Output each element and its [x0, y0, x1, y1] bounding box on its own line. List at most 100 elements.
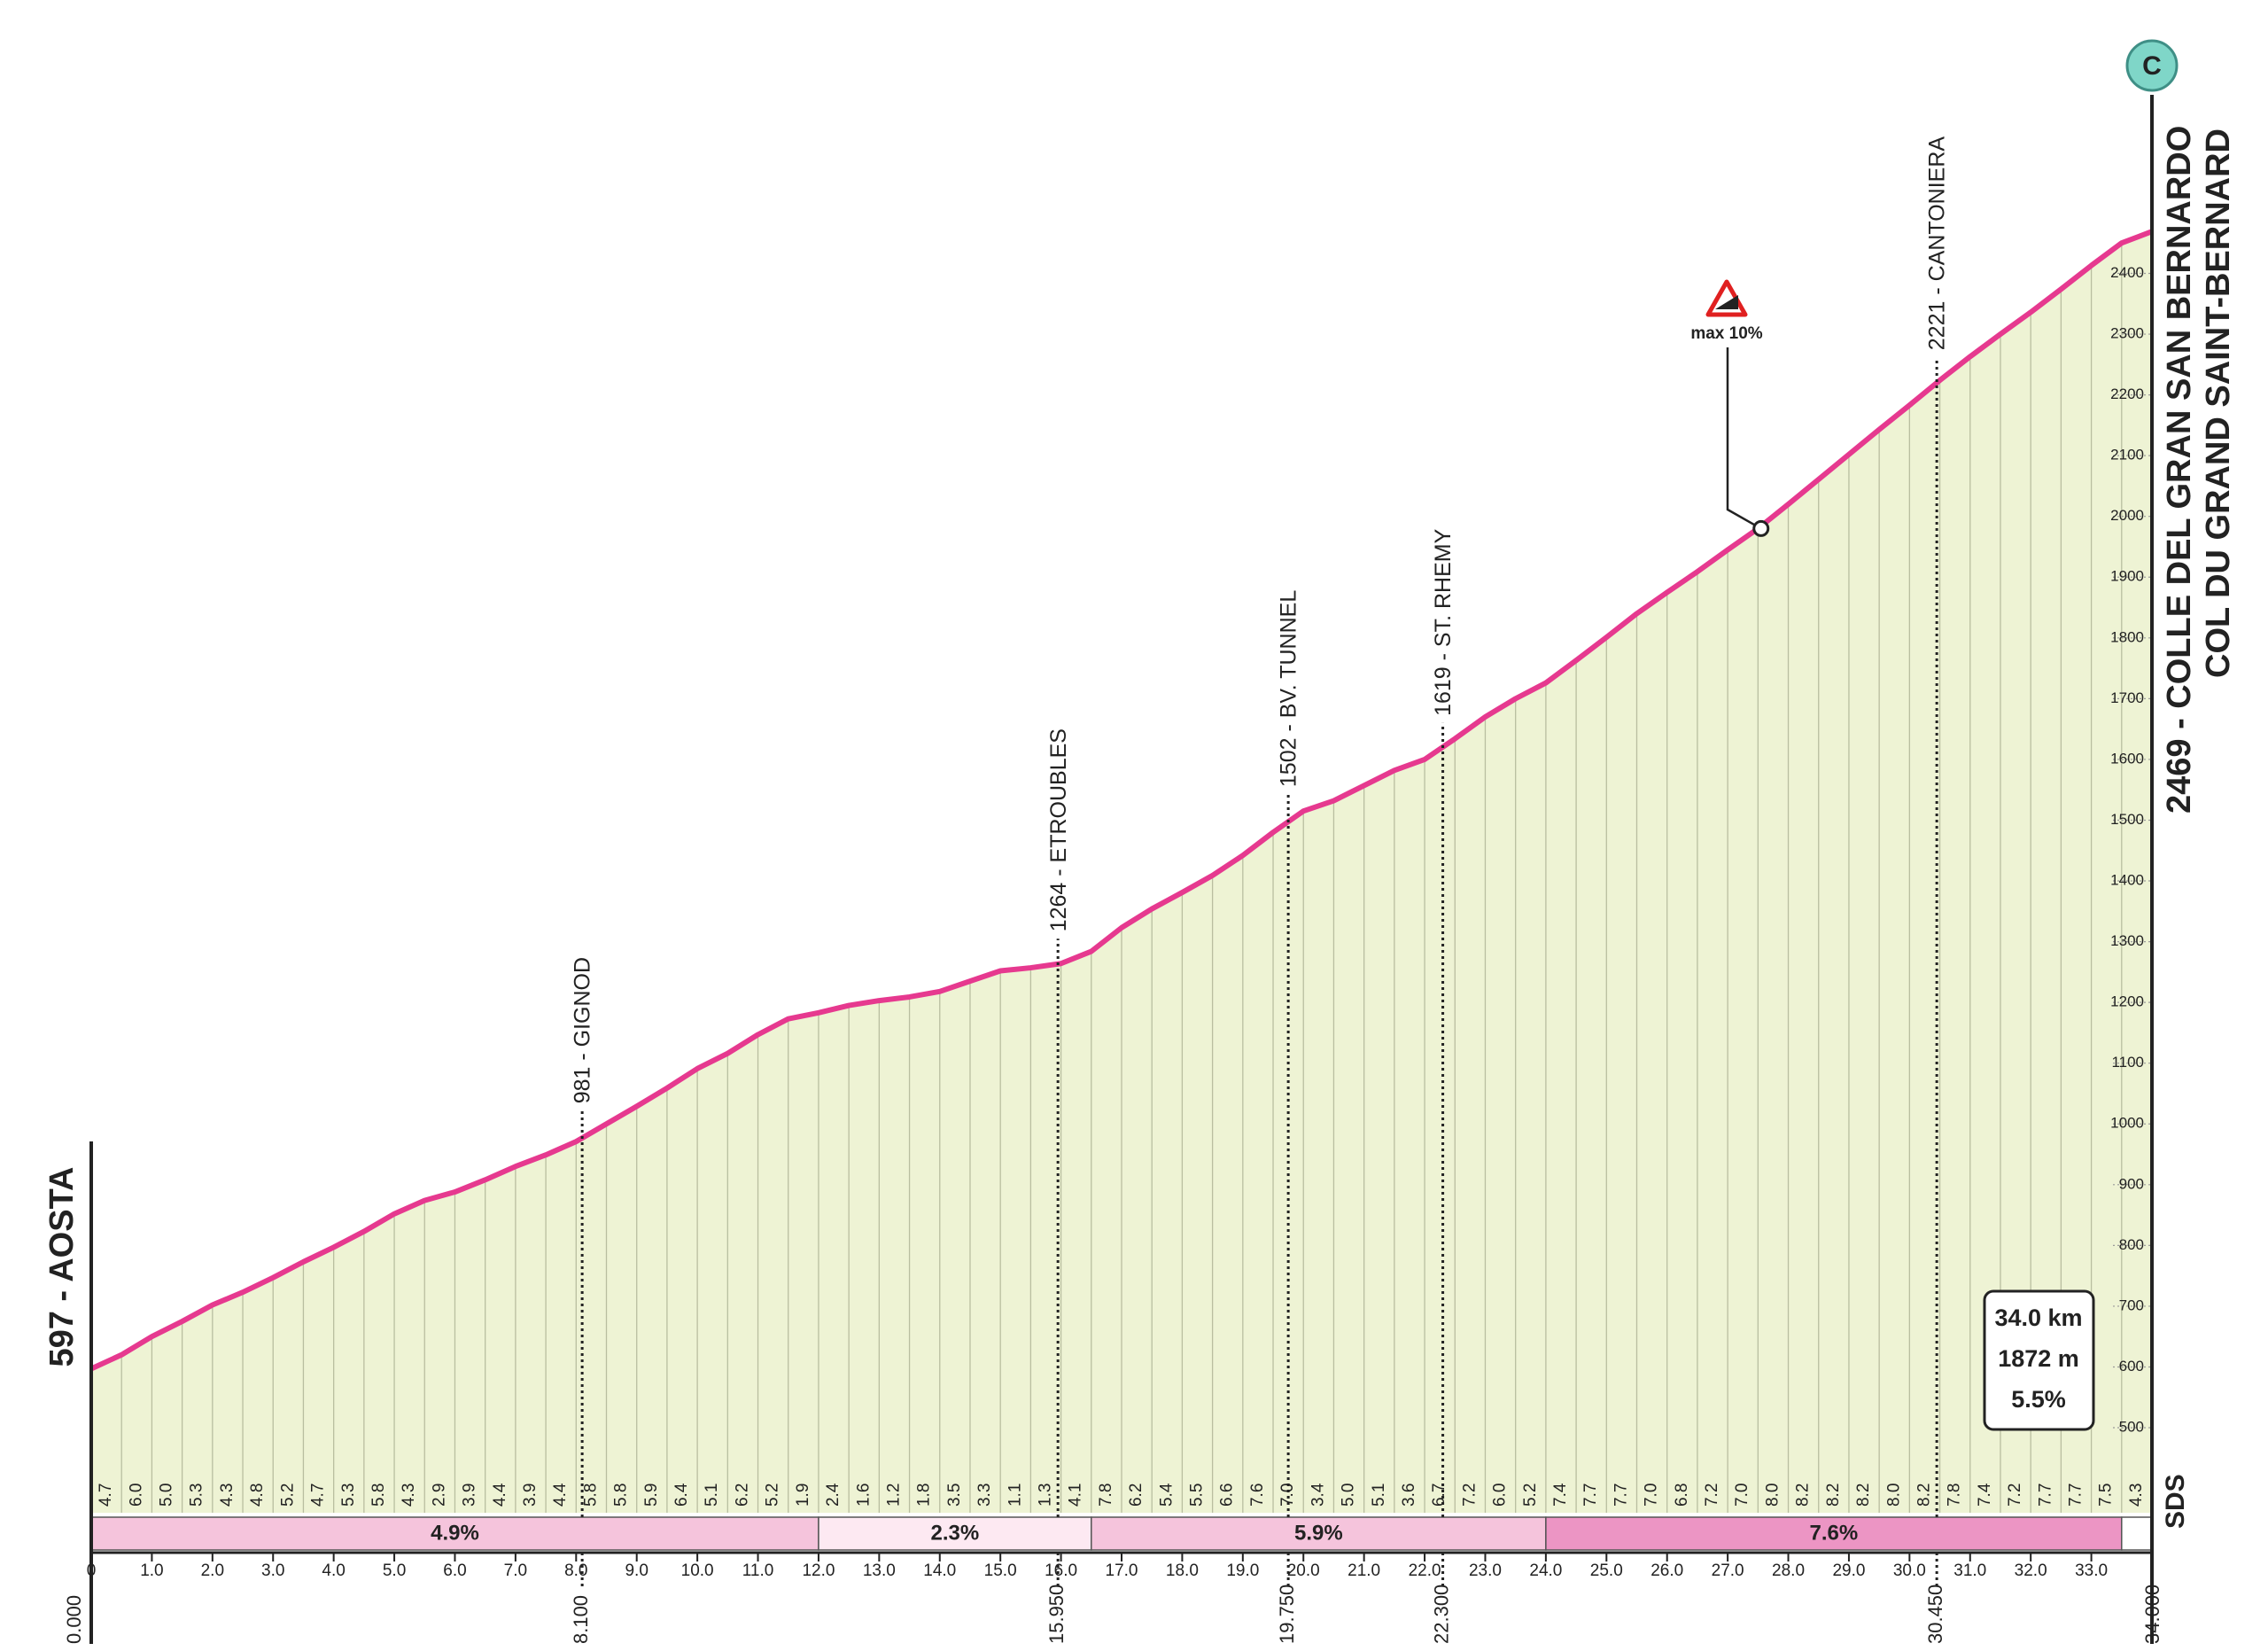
waypoint-km: 15.950: [1045, 1585, 1068, 1644]
y-tick-label: 1000: [2110, 1115, 2144, 1132]
segment-gradient: 6.0: [127, 1484, 145, 1507]
x-tick-label: 32.0: [2015, 1561, 2047, 1580]
x-tick-label: 23.0: [1469, 1561, 1502, 1580]
x-tick-label: 2.0: [201, 1561, 224, 1580]
y-tick-label: 1900: [2110, 568, 2144, 585]
band-label: 7.6%: [1809, 1521, 1858, 1545]
x-tick-label: 11.0: [742, 1561, 774, 1580]
y-tick-label: 700: [2119, 1297, 2144, 1313]
x-tick-label: 9.0: [625, 1561, 648, 1580]
x-tick-label: 0: [87, 1561, 97, 1580]
y-tick-label: 1400: [2110, 872, 2144, 889]
gradient-band: [1545, 1516, 2123, 1551]
segment-gradient: 3.9: [461, 1484, 479, 1507]
segment-gradient: 4.3: [2127, 1484, 2146, 1507]
segment-gradient: 5.8: [612, 1484, 631, 1507]
category-badge: [2125, 39, 2179, 92]
y-tick-label: 1500: [2110, 811, 2144, 828]
x-tick-label: 30.0: [1893, 1561, 1926, 1580]
segment-gradient: 2.4: [824, 1483, 843, 1507]
x-tick-label: 13.0: [863, 1561, 896, 1580]
x-tick-label: 26.0: [1651, 1561, 1683, 1580]
max-label: max 10%: [1690, 324, 1762, 343]
summary-line: 1872 m: [1998, 1345, 2079, 1372]
x-tick-label: 3.0: [261, 1561, 284, 1580]
profile-line: [89, 229, 2154, 1372]
band-label: 2.3%: [931, 1521, 980, 1545]
y-tick-label: 1100: [2111, 1054, 2144, 1071]
waypoint-km: 8.100: [570, 1595, 592, 1644]
gradient-band: [1091, 1516, 1547, 1551]
max-icon: [1705, 279, 1748, 317]
segment-gradient: 5.2: [764, 1484, 782, 1507]
segment-gradient: 7.6: [1248, 1484, 1267, 1507]
y-tick-label: 2200: [2110, 385, 2144, 402]
x-tick-label: 10.0: [681, 1561, 714, 1580]
segment-gradient: 1.6: [854, 1484, 873, 1507]
segment-gradient: 5.8: [369, 1484, 388, 1507]
segment-gradient: 7.8: [1946, 1484, 1964, 1507]
x-tick-label: 24.0: [1529, 1561, 1562, 1580]
segment-gradient: 6.7: [1430, 1484, 1449, 1507]
segment-gradient: 6.8: [1673, 1484, 1691, 1507]
segment-gradient: 7.2: [1460, 1484, 1479, 1507]
x-tick-label: 16.0: [1045, 1561, 1077, 1580]
band-label: 4.9%: [431, 1521, 479, 1545]
y-tick-label: 900: [2119, 1175, 2144, 1192]
segment-gradient: 7.7: [1581, 1484, 1600, 1507]
segment-gradient: 8.2: [1854, 1484, 1873, 1507]
summary-box: [1983, 1289, 2095, 1431]
segment-gradient: 7.4: [1551, 1483, 1570, 1507]
segment-gradient: 3.6: [1400, 1484, 1418, 1507]
segment-gradient: 4.4: [551, 1483, 570, 1507]
segment-gradient: 3.4: [1309, 1483, 1327, 1507]
segment-gradient: 7.5: [2097, 1484, 2116, 1507]
x-tick-label: 5.0: [383, 1561, 406, 1580]
segment-gradient: 7.2: [2006, 1484, 2024, 1507]
segment-gradient: 8.2: [1915, 1484, 1933, 1507]
segment-gradient: 1.9: [794, 1484, 812, 1507]
segment-gradient: 6.6: [1218, 1484, 1237, 1507]
start-km: 0.000: [63, 1595, 85, 1644]
segment-gradient: 1.2: [884, 1484, 903, 1507]
segment-gradient: 4.7: [97, 1484, 115, 1507]
y-tick-label: 600: [2119, 1358, 2144, 1375]
segment-gradient: 6.2: [733, 1484, 751, 1507]
x-tick-label: 33.0: [2075, 1561, 2108, 1580]
segment-gradient: 7.7: [1612, 1484, 1630, 1507]
segment-gradient: 8.2: [1794, 1484, 1813, 1507]
segment-gradient: 5.3: [188, 1484, 206, 1507]
gradient-band: [2121, 1516, 2153, 1551]
segment-gradient: 8.0: [1763, 1484, 1782, 1507]
waypoint-km: 19.750: [1276, 1585, 1298, 1644]
segment-gradient: 5.8: [581, 1484, 600, 1507]
segment-gradient: 5.3: [339, 1484, 358, 1507]
segment-gradient: 7.0: [1278, 1484, 1297, 1507]
y-tick-label: 2400: [2110, 264, 2144, 281]
summary-line: 34.0 km: [1994, 1304, 2082, 1331]
waypoint-label: 1264 - ETROUBLES: [1046, 728, 1071, 931]
x-tick-label: 20.0: [1287, 1561, 1320, 1580]
x-tick-label: 7.0: [504, 1561, 527, 1580]
x-tick-label: 4.0: [322, 1561, 345, 1580]
segment-gradient: 4.3: [400, 1484, 418, 1507]
segment-gradient: 5.0: [1340, 1484, 1358, 1507]
segment-gradient: 6.2: [1127, 1484, 1146, 1507]
segment-gradient: 7.7: [2067, 1484, 2085, 1507]
max-icon-slope: [1715, 295, 1738, 309]
segment-gradient: 3.9: [521, 1484, 540, 1507]
start-label: 597 - AOSTA: [43, 1167, 81, 1367]
y-tick-label: 2100: [2110, 447, 2144, 463]
segment-gradient: 5.1: [703, 1484, 721, 1507]
waypoint-label: 981 - GIGNOD: [571, 957, 595, 1103]
x-tick-label: 19.0: [1226, 1561, 1259, 1580]
y-tick-label: 800: [2119, 1236, 2144, 1253]
x-tick-label: 27.0: [1712, 1561, 1744, 1580]
x-tick-label: 28.0: [1772, 1561, 1805, 1580]
max-marker: [1752, 519, 1770, 537]
y-tick-label: 1200: [2110, 993, 2144, 1010]
logo: SDS: [2161, 1474, 2190, 1529]
x-tick-label: 8.0: [564, 1561, 587, 1580]
segment-gradient: 4.1: [1067, 1484, 1085, 1507]
